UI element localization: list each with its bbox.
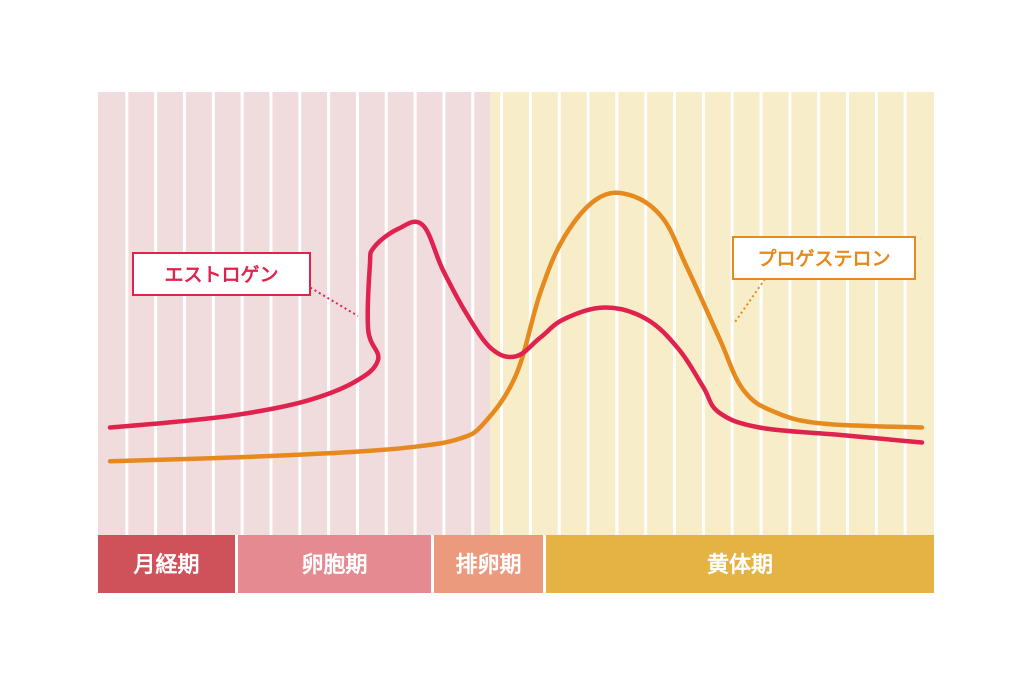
callout-progesterone: プロゲステロン (732, 236, 916, 323)
callout-connector (734, 278, 766, 323)
callout-box (132, 252, 311, 296)
series-lines (107, 190, 925, 464)
bg-zone-luteal-half (490, 92, 934, 535)
callout-box (732, 236, 916, 280)
grid-stripes (125, 92, 907, 535)
callout-estrogen: エストロゲン (132, 252, 359, 317)
series-line-progesterone (107, 190, 925, 464)
background-zones (98, 92, 934, 535)
phase-segment (238, 535, 431, 593)
phase-segment (98, 535, 235, 593)
phase-segment (434, 535, 543, 593)
phase-label: 黄体期 (707, 553, 773, 578)
phase-label: 月経期 (132, 552, 199, 578)
series-callouts: エストロゲン プロゲステロン (132, 236, 916, 323)
callout-label: プロゲステロン (757, 247, 890, 270)
phase-bar: 月経期 卵胞期 排卵期 黄体期 (98, 535, 934, 593)
callout-label: エストロゲン (164, 264, 278, 286)
phase-segment (546, 535, 934, 593)
series-line-estrogen (107, 219, 925, 445)
phase-label: 卵胞期 (301, 552, 367, 578)
callout-connector (305, 284, 359, 317)
phase-label: 排卵期 (455, 553, 521, 578)
